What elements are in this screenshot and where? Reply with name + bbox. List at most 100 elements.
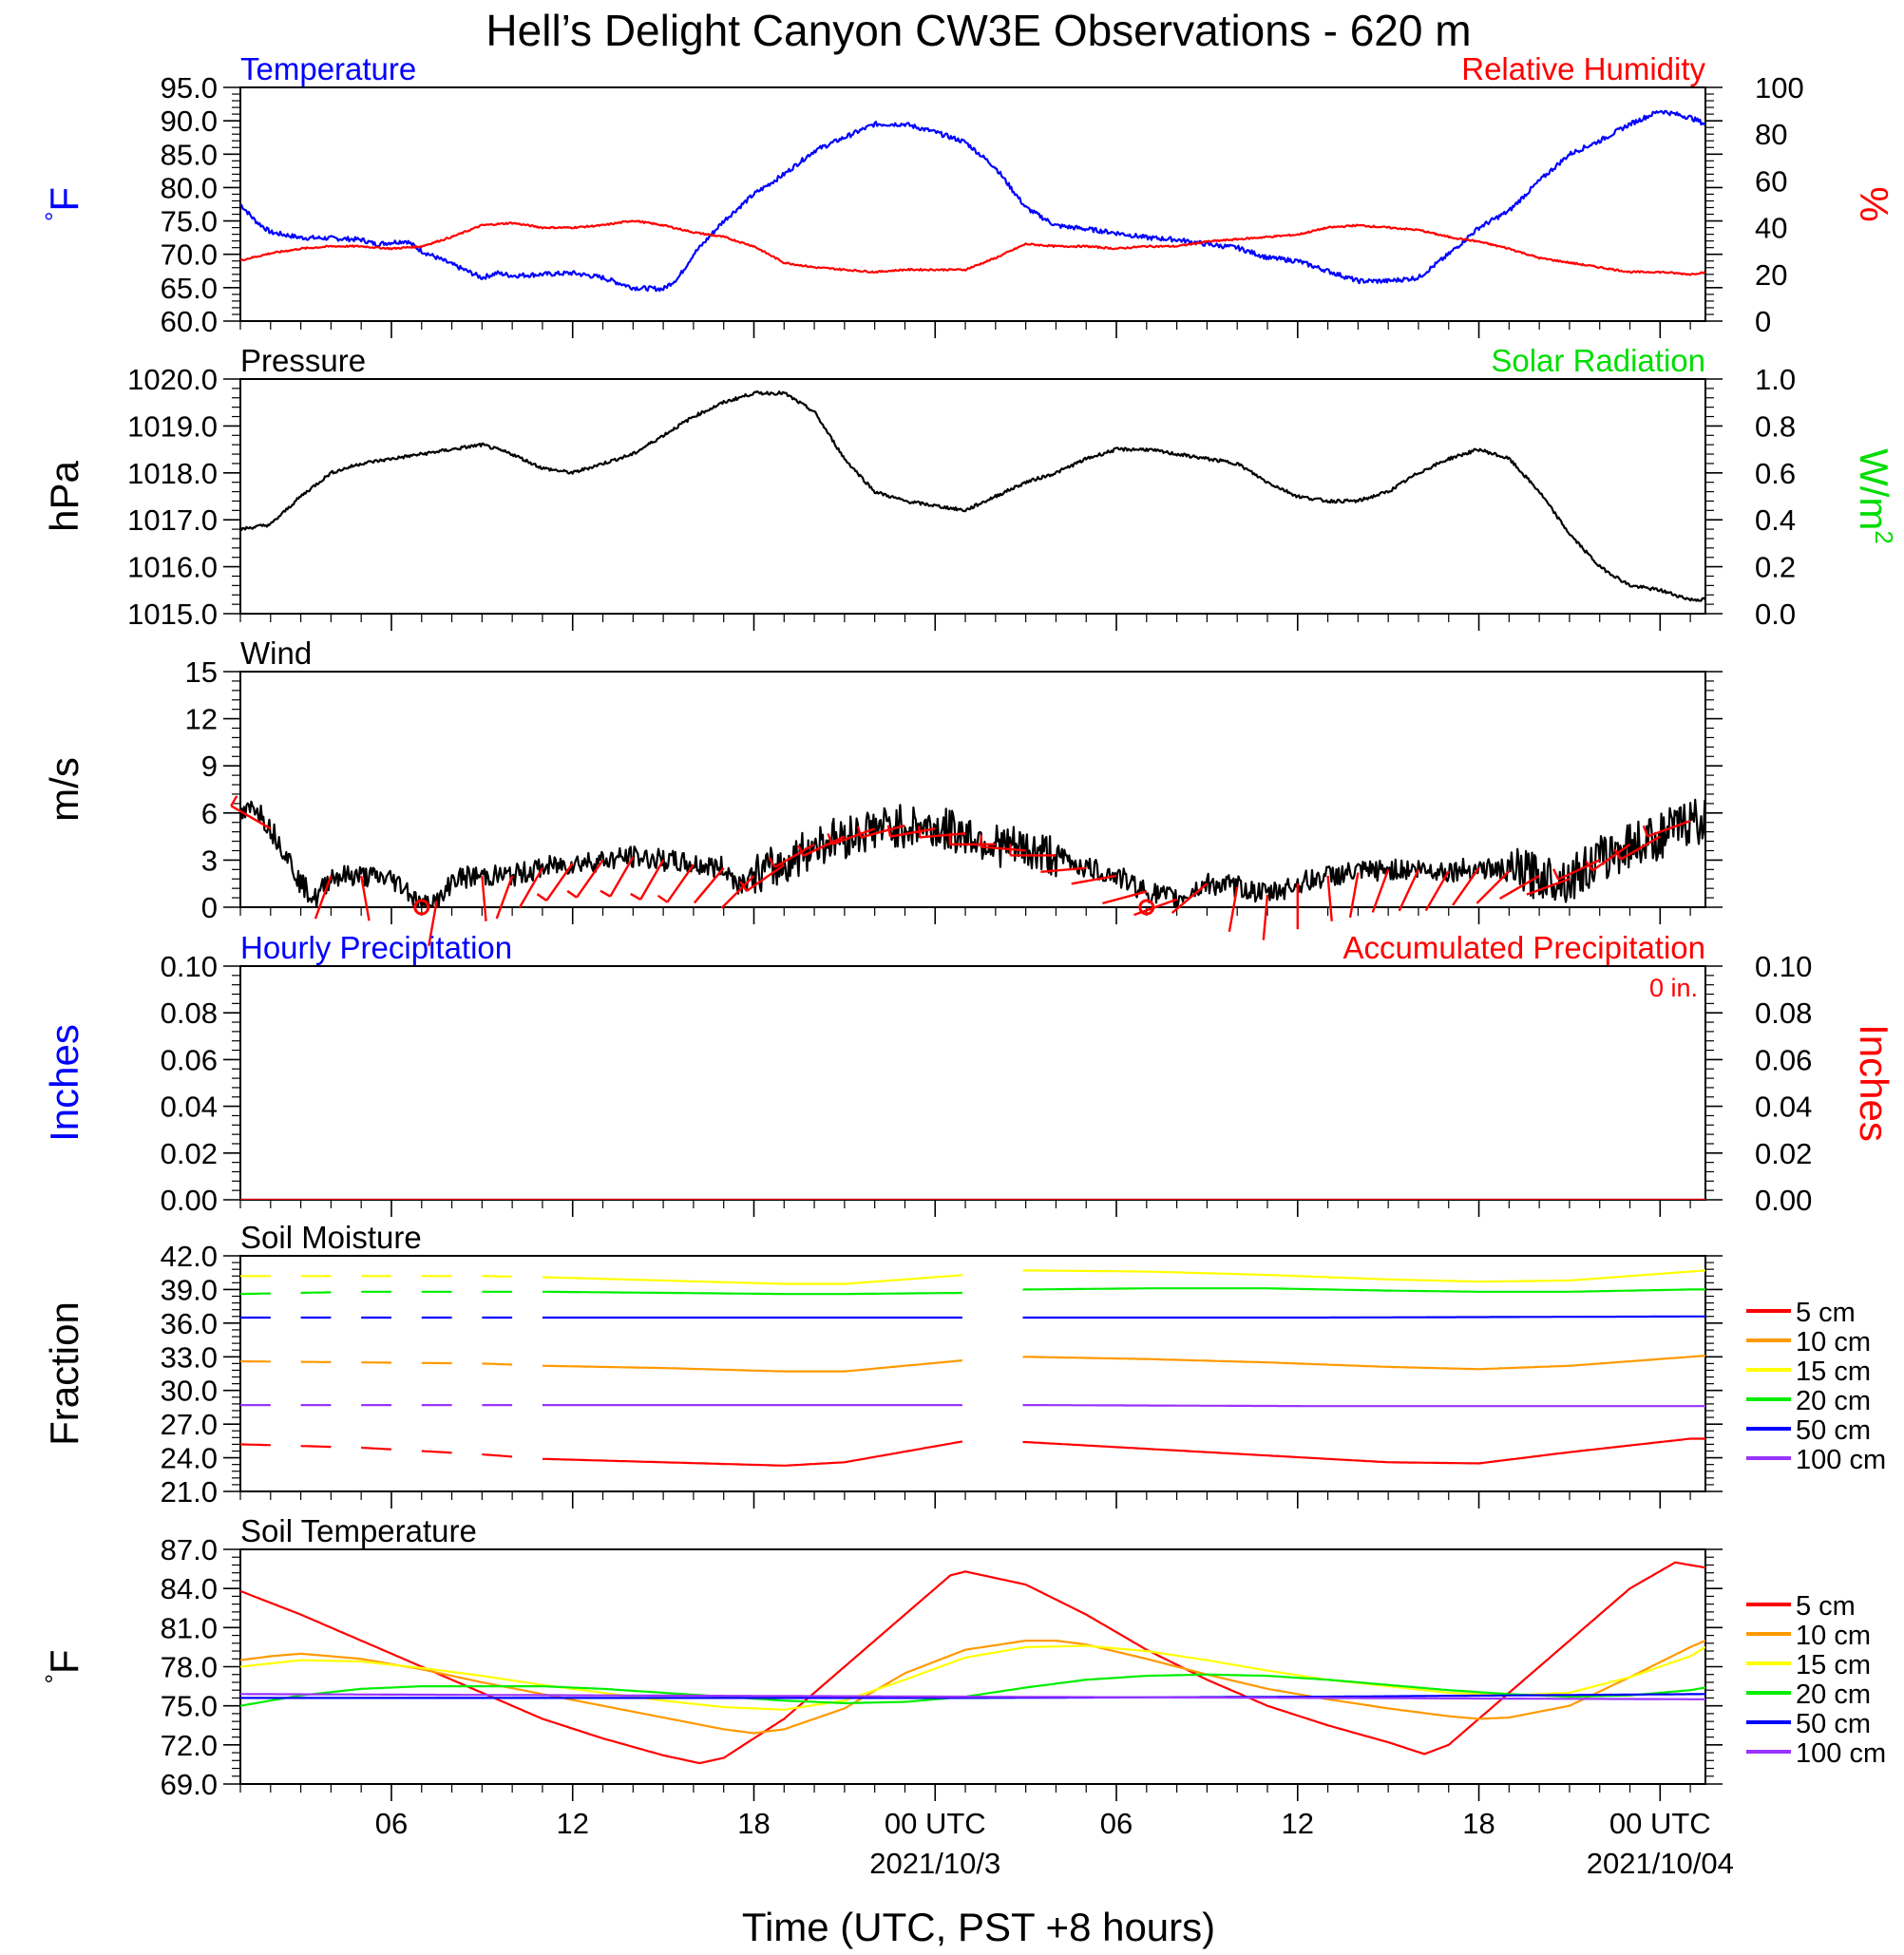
panel-title-left: Wind [240, 636, 312, 671]
panel-title-right: Accumulated Precipitation [1342, 930, 1705, 965]
series-line-20-cm [240, 1673, 1705, 1707]
y-tick-label-left: 0.10 [161, 950, 218, 983]
series-line-5-cm [1022, 1437, 1705, 1465]
series-line-15-cm [482, 1275, 513, 1278]
x-tick-label: 00 UTC [885, 1807, 986, 1840]
y-tick-label-left: 75.0 [161, 205, 218, 238]
series-line-5-cm [240, 1561, 1705, 1765]
panel-title-left: Pressure [240, 343, 366, 378]
panel-title-left: Soil Temperature [240, 1513, 477, 1548]
wind-barb-flag [886, 825, 892, 837]
y-tick-label-left: 9 [201, 750, 218, 783]
y-tick-label-left: 0.04 [161, 1091, 218, 1124]
legend-label: 15 cm [1796, 1650, 1871, 1680]
wind-barb [1171, 883, 1209, 914]
figure-title: Hell’s Delight Canyon CW3E Observations … [486, 6, 1471, 55]
wind-barb-flag [230, 795, 238, 807]
series-line-10-cm [1022, 1355, 1705, 1371]
y-tick-label-right: 1.0 [1755, 363, 1796, 396]
panel-precip: 0.00 0.02 0.04 0.06 0.08 0.10 0.00 0.02 0.04 0.06… [42, 930, 1896, 1217]
data-layer [240, 1269, 1705, 1467]
wind-barb [1071, 874, 1117, 885]
y-tick-label-left: 1016.0 [127, 551, 218, 584]
wind-barb-flag [630, 892, 641, 902]
wind-barb [1591, 843, 1631, 872]
x-tick-label: 06 [1100, 1807, 1133, 1840]
x-tick-label: 00 UTC [1609, 1807, 1711, 1840]
wind-barb-flag [739, 881, 748, 892]
series-line-temperature [240, 109, 1705, 293]
series-line-100-cm [1022, 1403, 1705, 1408]
y-tick-label-left: 69.0 [161, 1768, 218, 1801]
series-line-5-cm [482, 1452, 513, 1458]
y-tick-label-left: 72.0 [161, 1729, 218, 1762]
y-tick-label-right: 20 [1755, 258, 1787, 292]
wind-barb [1647, 819, 1691, 838]
y-tick-label-right: 0.02 [1755, 1137, 1812, 1170]
y-tick-label-left: 0.06 [161, 1043, 218, 1076]
panel-title-right: Solar Radiation [1491, 343, 1705, 378]
y-tick-label-left: 0.00 [161, 1184, 218, 1217]
y-tick-label-left: 0 [201, 891, 218, 924]
wind-barb [1476, 870, 1511, 904]
legend-label: 20 cm [1796, 1680, 1871, 1710]
wind-barb [831, 827, 876, 845]
plot-frame [239, 965, 1706, 1201]
y-tick-label-right: 40 [1755, 212, 1787, 245]
legend-label: 5 cm [1796, 1298, 1856, 1328]
y-tick-label-left: 12 [185, 703, 218, 736]
wind-barb-flag [536, 893, 547, 902]
y-axis-label-right: % [1852, 186, 1896, 221]
y-tick-label-left: 60.0 [161, 305, 218, 338]
plot-frame [239, 1255, 1706, 1492]
wind-barb [802, 835, 846, 857]
wind-barb-flag [1642, 825, 1649, 837]
y-tick-label-left: 1015.0 [127, 598, 218, 631]
y-axis-label-left: Fraction [42, 1301, 86, 1446]
legend-label: 15 cm [1796, 1357, 1871, 1387]
x-date-label: 2021/10/04 [1587, 1847, 1734, 1880]
y-tick-label-right: 0.0 [1755, 598, 1796, 631]
plot-frame [239, 1548, 1706, 1785]
y-tick-label-right: 0.08 [1755, 996, 1812, 1030]
y-tick-label-left: 27.0 [161, 1408, 218, 1441]
wind-barb [518, 867, 543, 908]
calm-marker [413, 899, 430, 916]
wind-barb-flag [917, 826, 922, 838]
y-axis-label-right: W/m2 [1852, 448, 1898, 544]
series-line-20-cm [542, 1290, 962, 1296]
wind-barb [1526, 878, 1571, 896]
wind-barb [1228, 886, 1239, 932]
plot-frame [239, 86, 1706, 322]
panel-pressure: 1015.0 1016.0 1017.0 1018.0 1019.0 1020.0 0.0 0… [42, 343, 1898, 631]
wind-barb [1424, 870, 1450, 912]
y-tick-label-left: 65.0 [161, 272, 218, 305]
x-date-label: 2021/10/3 [869, 1847, 1000, 1880]
wind-barb [666, 864, 695, 903]
wind-barb [359, 875, 371, 921]
panel-title-right: Relative Humidity [1461, 51, 1705, 86]
series-line-5-cm [361, 1446, 392, 1451]
wind-barb [545, 863, 574, 902]
legend-label: 50 cm [1796, 1709, 1871, 1739]
y-tick-label-right: 0.00 [1755, 1184, 1812, 1217]
y-tick-label-right: 80 [1755, 118, 1787, 151]
wind-barb [1348, 872, 1360, 919]
x-axis-label: Time (UTC, PST +8 hours) [742, 1905, 1215, 1949]
wind-barb-flag [1552, 868, 1560, 881]
y-axis-label-left: m/s [42, 757, 86, 822]
series-line-15-cm [542, 1274, 962, 1285]
y-axis-label-left: Inches [42, 1024, 86, 1142]
wind-barb-flag [827, 833, 833, 845]
legend-label: 50 cm [1796, 1415, 1871, 1446]
y-tick-label-left: 87.0 [161, 1533, 218, 1566]
series-line-15-cm [240, 1644, 1705, 1711]
series-line-10-cm [542, 1359, 963, 1373]
y-tick-label-left: 85.0 [161, 138, 218, 171]
wind-barb-flag [1585, 860, 1594, 872]
wind-barb [1040, 866, 1087, 874]
wind-barb-flag [768, 856, 776, 868]
y-tick-label-left: 0.08 [161, 996, 218, 1030]
y-tick-label-left: 0.02 [161, 1137, 218, 1170]
